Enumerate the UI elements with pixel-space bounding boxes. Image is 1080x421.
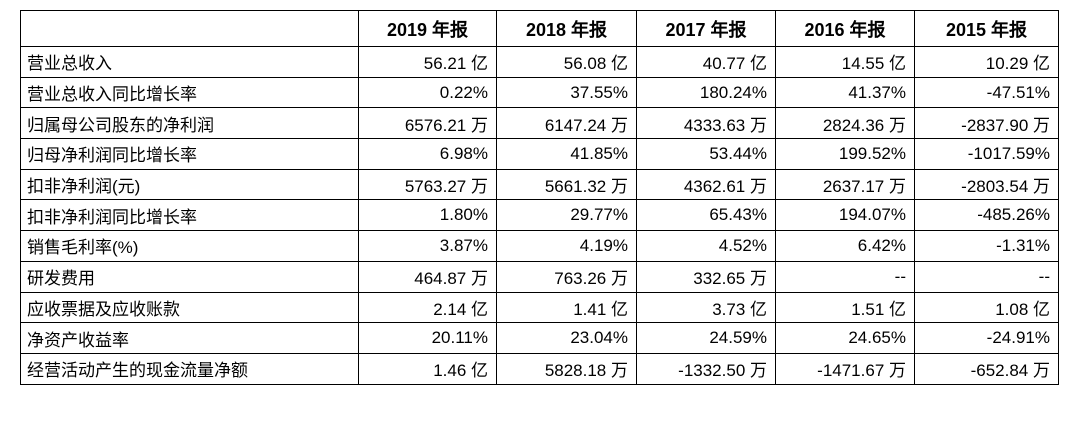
table-row: 营业总收入同比增长率 0.22% 37.55% 180.24% 41.37% -47.51… [20,76,1059,109]
cell-value: 41.85% [496,138,637,170]
cell-value: 10.29 亿 [914,46,1059,78]
row-label: 营业总收入 [20,46,359,78]
cell-value: 194.07% [775,199,915,232]
cell-value: 1.41 亿 [496,291,637,324]
cell-value: 5828.18 万 [496,352,637,385]
table-body: 营业总收入 56.21 亿 56.08 亿 40.77 亿 14.55 亿 10.29 亿… [20,46,1059,385]
cell-value: 1.08 亿 [914,291,1059,324]
cell-value: 199.52% [775,138,915,170]
cell-value: 4362.61 万 [636,168,776,201]
financial-table: 2019 年报 2018 年报 2017 年报 2016 年报 2015 年报 营业总收… [20,10,1059,385]
cell-value: 23.04% [496,322,637,354]
cell-value: -1332.50 万 [636,352,776,385]
cell-value: 4.19% [496,230,637,262]
cell-value: 763.26 万 [496,260,637,293]
cell-value: 180.24% [636,76,776,109]
cell-value: 332.65 万 [636,260,776,293]
cell-value: 3.87% [358,230,497,262]
cell-value: 2824.36 万 [775,107,915,140]
cell-value: 6147.24 万 [496,107,637,140]
cell-value: 1.80% [358,199,497,232]
corner-cell [20,10,359,47]
cell-value: 6576.21 万 [358,107,497,140]
row-label: 扣非净利润(元) [20,168,359,201]
cell-value: 6.98% [358,138,497,170]
cell-value: -2837.90 万 [914,107,1059,140]
row-label: 归属母公司股东的净利润 [20,107,359,140]
cell-value: 29.77% [496,199,637,232]
cell-value: 3.73 亿 [636,291,776,324]
cell-value: 14.55 亿 [775,46,915,78]
cell-value: 2.14 亿 [358,291,497,324]
table-row: 营业总收入 56.21 亿 56.08 亿 40.77 亿 14.55 亿 10.29 亿 [20,46,1059,78]
cell-value: 65.43% [636,199,776,232]
row-label: 销售毛利率(%) [20,230,359,262]
cell-value: 2637.17 万 [775,168,915,201]
column-header: 2017 年报 [636,10,776,47]
column-header: 2018 年报 [496,10,637,47]
row-label: 研发费用 [20,260,359,293]
table-row: 归属母公司股东的净利润 6576.21 万 6147.24 万 4333.63 万 28… [20,107,1059,140]
cell-value: 4333.63 万 [636,107,776,140]
table-row: 净资产收益率 20.11% 23.04% 24.59% 24.65% -24.91% [20,322,1059,354]
cell-value: -47.51% [914,76,1059,109]
cell-value: -485.26% [914,199,1059,232]
cell-value: -- [775,260,915,293]
cell-value: 5763.27 万 [358,168,497,201]
cell-value: 40.77 亿 [636,46,776,78]
cell-value: 5661.32 万 [496,168,637,201]
table-row: 应收票据及应收账款 2.14 亿 1.41 亿 3.73 亿 1.51 亿 1.08 亿 [20,291,1059,324]
cell-value: -1017.59% [914,138,1059,170]
cell-value: 53.44% [636,138,776,170]
header-row: 2019 年报 2018 年报 2017 年报 2016 年报 2015 年报 [20,10,1059,47]
row-label: 营业总收入同比增长率 [20,76,359,109]
column-header: 2019 年报 [358,10,497,47]
table-row: 扣非净利润同比增长率 1.80% 29.77% 65.43% 194.07% -485.2… [20,199,1059,232]
cell-value: -24.91% [914,322,1059,354]
cell-value: -- [914,260,1059,293]
column-header: 2016 年报 [775,10,915,47]
cell-value: -2803.54 万 [914,168,1059,201]
cell-value: -652.84 万 [914,352,1059,385]
cell-value: 24.59% [636,322,776,354]
row-label: 应收票据及应收账款 [20,291,359,324]
cell-value: 37.55% [496,76,637,109]
cell-value: 0.22% [358,76,497,109]
cell-value: 6.42% [775,230,915,262]
cell-value: 24.65% [775,322,915,354]
cell-value: 4.52% [636,230,776,262]
cell-value: 1.46 亿 [358,352,497,385]
cell-value: -1.31% [914,230,1059,262]
row-label: 扣非净利润同比增长率 [20,199,359,232]
table-row: 研发费用 464.87 万 763.26 万 332.65 万 -- -- [20,260,1059,293]
table-row: 归母净利润同比增长率 6.98% 41.85% 53.44% 199.52% -1017.… [20,138,1059,170]
table-row: 扣非净利润(元) 5763.27 万 5661.32 万 4362.61 万 2637.… [20,168,1059,201]
cell-value: 56.21 亿 [358,46,497,78]
cell-value: 20.11% [358,322,497,354]
cell-value: -1471.67 万 [775,352,915,385]
table-row: 销售毛利率(%) 3.87% 4.19% 4.52% 6.42% -1.31% [20,230,1059,262]
cell-value: 41.37% [775,76,915,109]
column-header: 2015 年报 [914,10,1059,47]
row-label: 净资产收益率 [20,322,359,354]
cell-value: 56.08 亿 [496,46,637,78]
cell-value: 1.51 亿 [775,291,915,324]
cell-value: 464.87 万 [358,260,497,293]
table-row: 经营活动产生的现金流量净额 1.46 亿 5828.18 万 -1332.50 万 -1… [20,352,1059,385]
row-label: 归母净利润同比增长率 [20,138,359,170]
row-label: 经营活动产生的现金流量净额 [20,352,359,385]
